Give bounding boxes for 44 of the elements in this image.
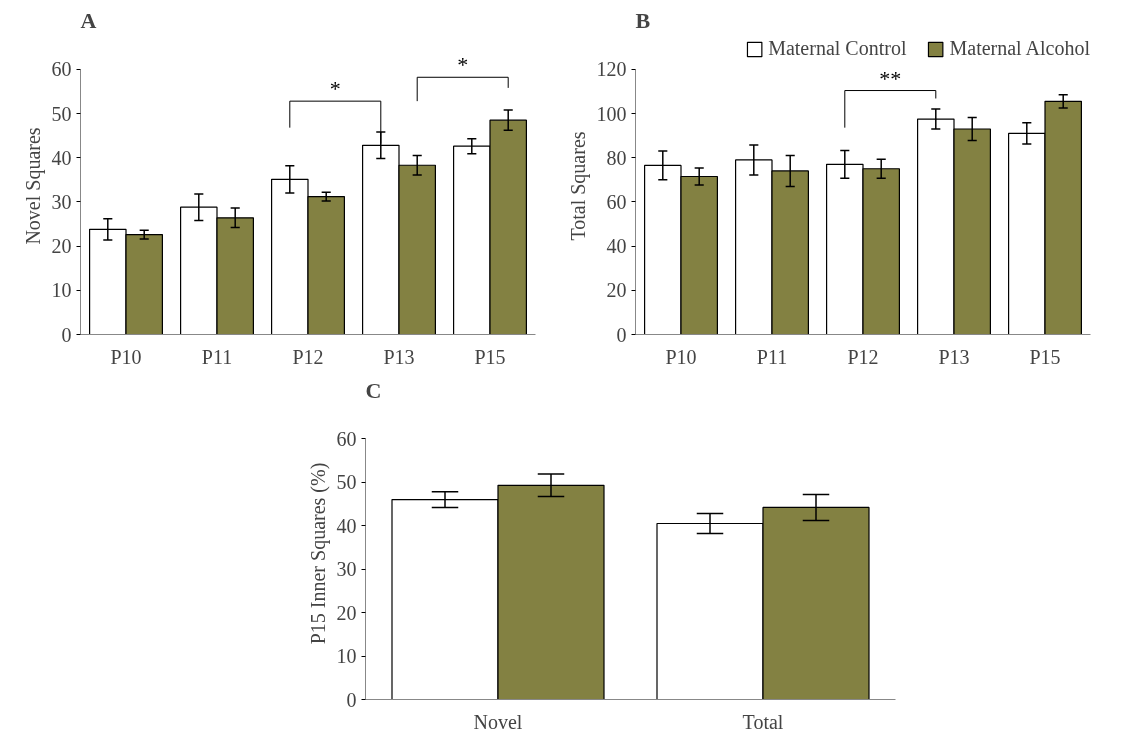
x-tick-label: Total	[742, 710, 784, 733]
y-tick-label: 120	[596, 58, 627, 81]
y-tick-label: 40	[336, 514, 357, 537]
y-tick-label: 10	[51, 279, 72, 302]
annotation: **	[879, 65, 902, 91]
y-axis-title: P15 Inner Squares (%)	[306, 462, 330, 645]
x-tick-label: P15	[474, 345, 506, 368]
y-tick-label: 40	[51, 146, 72, 169]
y-tick-label: 0	[616, 323, 627, 346]
y-tick-label: 30	[336, 558, 357, 581]
x-tick-label: P11	[201, 345, 233, 368]
y-tick-label: 50	[51, 102, 72, 125]
x-tick-label: P13	[383, 345, 415, 368]
y-tick-label: 50	[336, 471, 357, 494]
y-tick-label: 40	[606, 235, 627, 258]
y-tick-label: 60	[606, 190, 627, 213]
y-tick-label: 30	[51, 190, 72, 213]
y-tick-label: 60	[336, 427, 357, 450]
legend-label: Maternal Alcohol	[949, 37, 1090, 60]
y-tick-label: 0	[61, 323, 72, 346]
y-axis-title: Novel Squares	[21, 127, 45, 245]
y-tick-label: 10	[336, 645, 357, 668]
annotation: *	[329, 76, 341, 102]
y-tick-label: 20	[606, 279, 627, 302]
legend-label: Maternal Control	[768, 37, 907, 60]
annotation: *	[457, 52, 469, 78]
chart-title: A	[80, 7, 97, 33]
chart-title: C	[365, 377, 382, 403]
x-tick-label: P12	[292, 345, 324, 368]
y-tick-label: 60	[51, 58, 72, 81]
chart-title: B	[635, 7, 651, 33]
y-tick-label: 20	[51, 235, 72, 258]
x-tick-label: P10	[665, 345, 697, 368]
x-tick-label: P10	[110, 345, 142, 368]
x-tick-label: P13	[938, 345, 970, 368]
y-tick-label: 0	[346, 688, 357, 711]
y-tick-label: 100	[596, 102, 627, 125]
x-tick-label: Novel	[473, 710, 523, 733]
x-tick-label: P15	[1029, 345, 1061, 368]
y-tick-label: 80	[606, 146, 627, 169]
x-tick-label: P11	[756, 345, 788, 368]
y-tick-label: 20	[336, 601, 357, 624]
x-tick-label: P12	[847, 345, 879, 368]
y-axis-title: Total Squares	[566, 131, 590, 241]
